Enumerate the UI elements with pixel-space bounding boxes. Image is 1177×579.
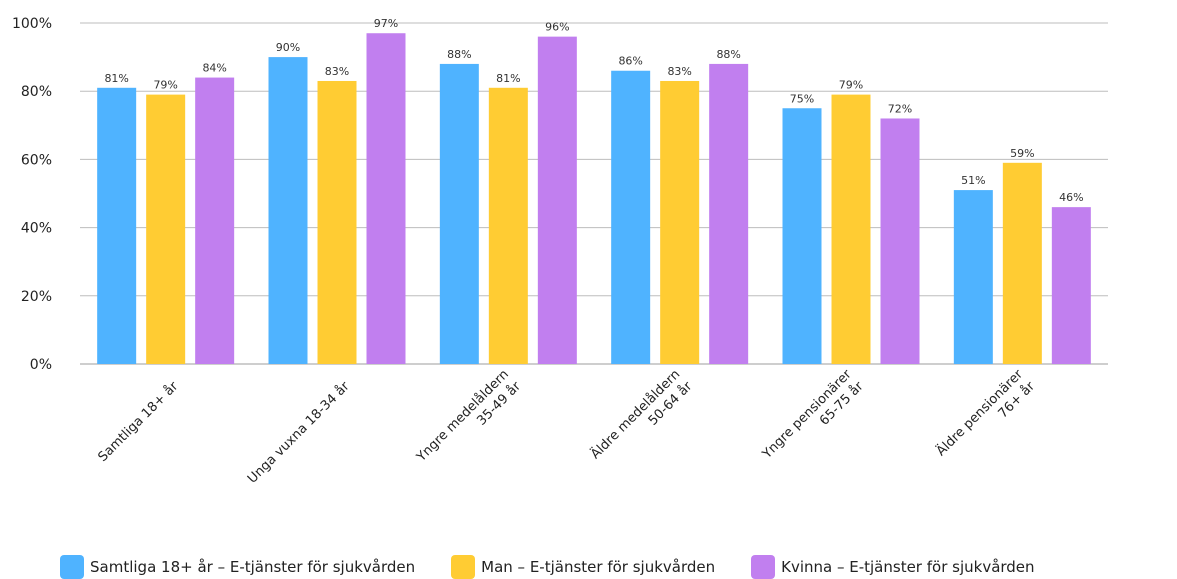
data-label: 51% [961, 174, 985, 187]
bar-series-2 [537, 36, 577, 364]
bar-series-0 [97, 87, 137, 364]
x-category-label-line: Unga vuxna 18-34 år [245, 379, 353, 487]
legend-label-series-0: Samtliga 18+ år – E-tjänster för sjukvår… [90, 558, 416, 576]
bar-series-0 [268, 57, 308, 364]
data-label: 90% [276, 41, 300, 54]
legend-swatch-series-2 [751, 555, 776, 579]
x-category-label: Samtliga 18+ år [95, 379, 181, 465]
legend-swatch-series-1 [451, 555, 476, 579]
legend-item-series-2: Kvinna – E-tjänster för sjukvården [751, 555, 1035, 579]
data-label: 86% [618, 55, 642, 68]
data-labels: 81% 79% 84% 90% 83% 97% 88% 81% 96% 86% 83% 88% 75% 7… [104, 17, 1083, 204]
y-tick-label: 100% [12, 16, 52, 32]
bar-series-2 [1051, 207, 1091, 364]
bar-series-1 [488, 87, 528, 364]
data-label: 79% [153, 79, 177, 92]
y-tick-label: 40% [21, 221, 52, 237]
legend: Samtliga 18+ år – E-tjänster för sjukvår… [60, 555, 1035, 579]
x-axis: Samtliga 18+ år Unga vuxna 18-34 år Yngre … [95, 366, 1038, 487]
data-label: 88% [716, 48, 740, 61]
data-label: 88% [447, 48, 471, 61]
bar-series-1 [831, 94, 871, 365]
bars [97, 33, 1091, 365]
bar-series-2 [880, 118, 920, 364]
data-label: 75% [790, 92, 814, 105]
y-tick-label: 80% [21, 84, 52, 100]
data-label: 84% [202, 62, 226, 75]
bar-series-0 [439, 63, 479, 365]
y-tick-label: 20% [21, 289, 52, 305]
y-tick-label: 60% [21, 152, 52, 168]
data-label: 83% [325, 65, 349, 78]
bar-series-0 [953, 190, 993, 364]
data-label: 81% [496, 72, 520, 85]
bar-series-0 [611, 70, 651, 365]
data-label: 79% [839, 79, 863, 92]
legend-swatch-series-0 [60, 555, 84, 579]
bar-series-0 [782, 108, 822, 364]
bar-series-1 [660, 80, 700, 364]
data-label: 59% [1010, 147, 1034, 160]
data-label: 97% [374, 17, 398, 30]
legend-label-series-2: Kvinna – E-tjänster för sjukvården [781, 558, 1035, 576]
legend-item-series-0: Samtliga 18+ år – E-tjänster för sjukvår… [60, 555, 415, 579]
bar-series-1 [146, 94, 186, 365]
data-label: 83% [667, 65, 691, 78]
data-label: 81% [104, 72, 128, 85]
x-category-label: Unga vuxna 18-34 år [245, 379, 353, 487]
gridlines [80, 22, 1108, 365]
bar-series-2 [195, 77, 235, 364]
bar-series-2 [709, 63, 749, 365]
x-category-label-line: Samtliga 18+ år [95, 379, 181, 465]
bar-series-2 [366, 33, 406, 364]
y-tick-label: 0% [30, 357, 52, 373]
legend-label-series-1: Man – E-tjänster för sjukvården [481, 558, 716, 576]
legend-item-series-1: Man – E-tjänster för sjukvården [451, 555, 715, 579]
y-axis: 0% 20% 40% 60% 80% 100% [12, 16, 52, 373]
data-label: 96% [545, 21, 569, 34]
data-label: 72% [888, 102, 912, 115]
data-label: 46% [1059, 191, 1083, 204]
bar-series-1 [1002, 162, 1042, 364]
bar-series-1 [317, 80, 357, 364]
